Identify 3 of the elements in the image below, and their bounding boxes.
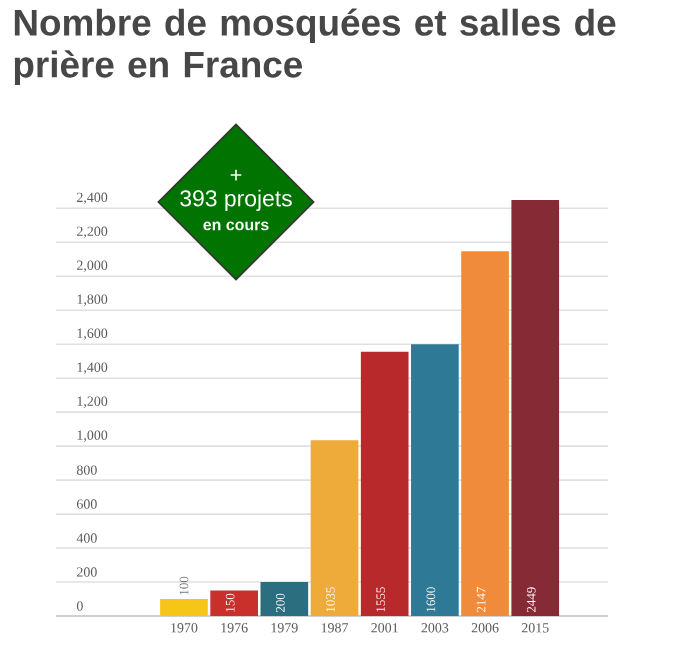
text: +	[230, 169, 242, 181]
chart-title: Nombre de mosquées et salles de prière en France	[14, 8, 616, 85]
annotation: 393 projets	[180, 189, 292, 211]
